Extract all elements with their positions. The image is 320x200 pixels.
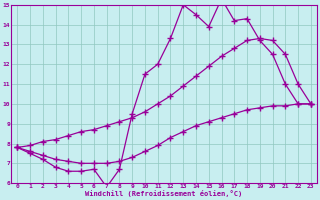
X-axis label: Windchill (Refroidissement éolien,°C): Windchill (Refroidissement éolien,°C) xyxy=(85,190,243,197)
